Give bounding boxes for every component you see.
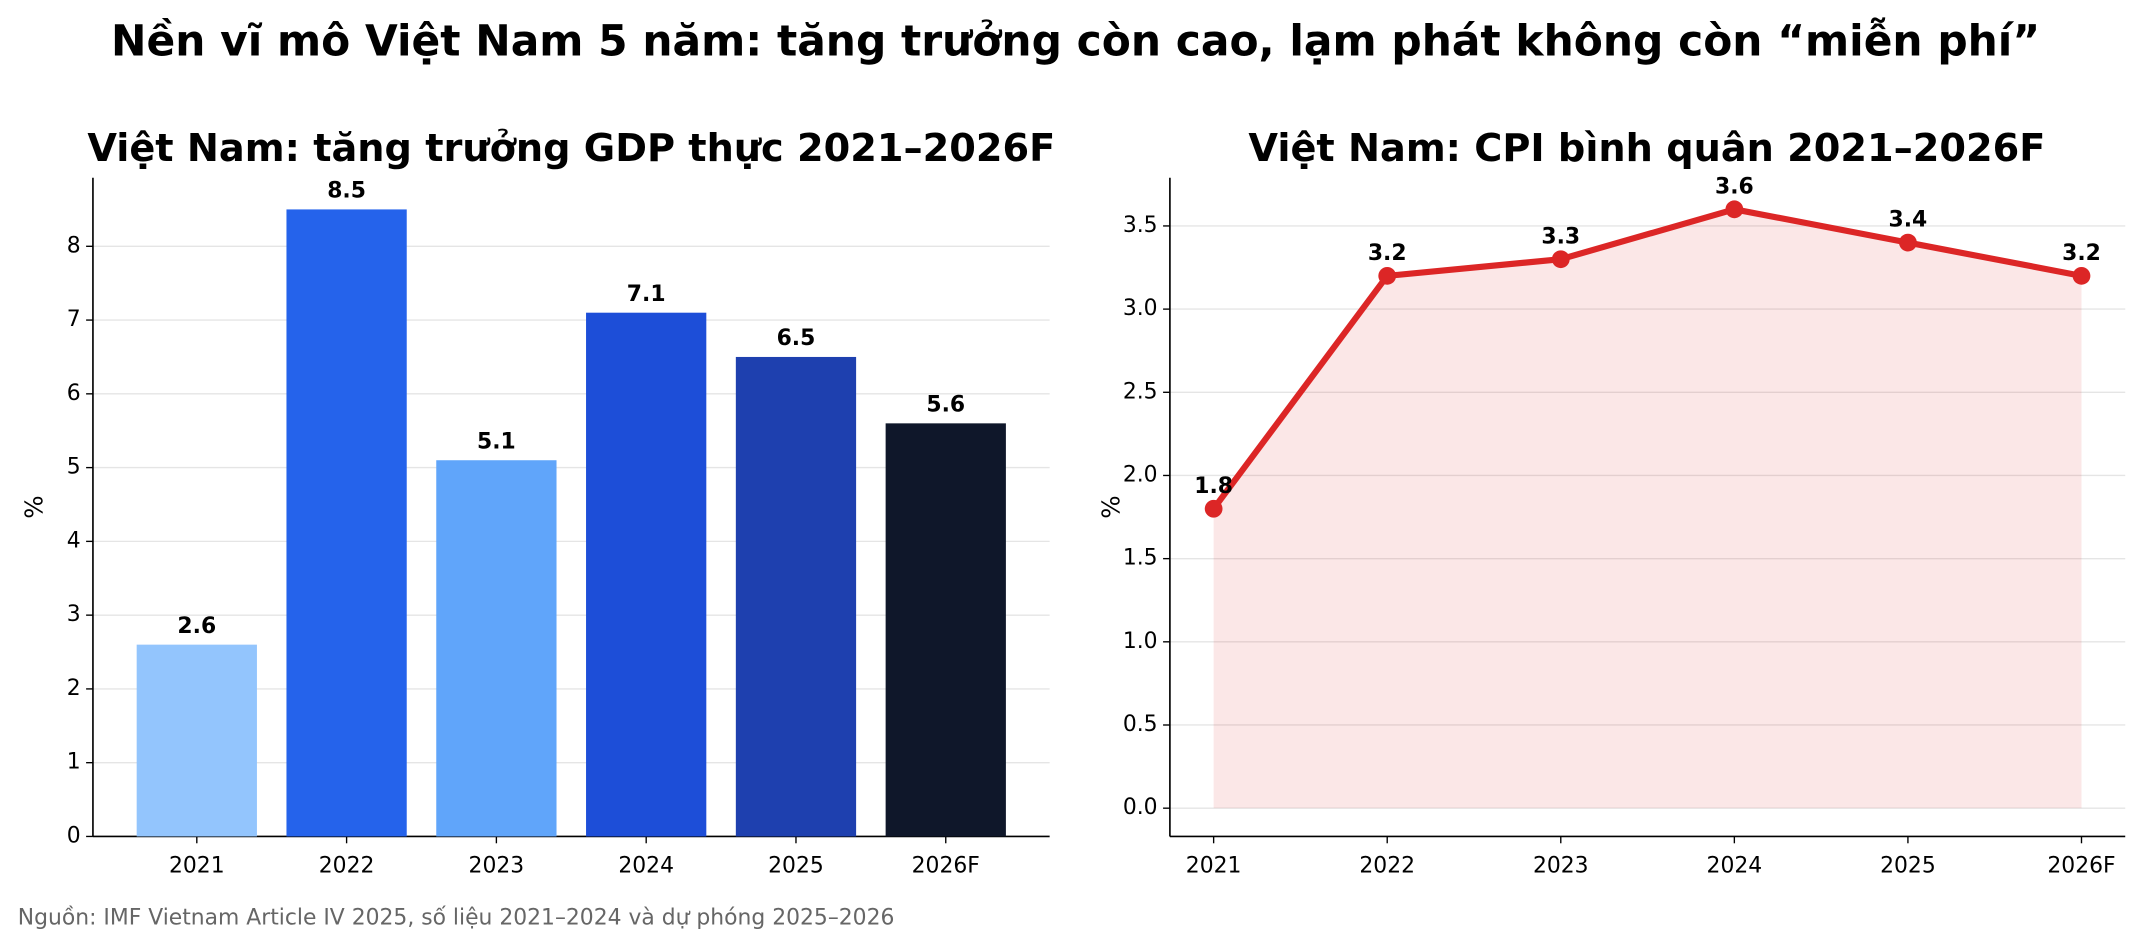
bar xyxy=(885,423,1006,837)
x-tick-label: 2021 xyxy=(169,854,225,879)
y-tick-label: 3.0 xyxy=(1123,296,1158,321)
x-tick-label: 2026F xyxy=(2047,854,2115,879)
source-note: Nguồn: IMF Vietnam Article IV 2025, số l… xyxy=(18,905,895,930)
y-tick-label: 6 xyxy=(67,381,81,406)
value-label: 3.2 xyxy=(1368,241,1407,266)
point xyxy=(2072,266,2091,285)
bar xyxy=(286,209,407,837)
y-tick-label: 2.0 xyxy=(1123,462,1158,487)
x-tick-label: 2025 xyxy=(1880,854,1936,879)
y-tick-label: 1.5 xyxy=(1123,546,1158,571)
y-tick-label: 3 xyxy=(67,602,81,627)
value-label: 3.3 xyxy=(1541,224,1580,249)
x-tick-label: 2021 xyxy=(1186,854,1242,879)
figure-title: Nền vĩ mô Việt Nam 5 năm: tăng trưởng cò… xyxy=(111,16,2040,65)
x-tick-label: 2023 xyxy=(469,854,525,879)
x-tick-label: 2024 xyxy=(618,854,674,879)
y-tick-label: 2 xyxy=(67,676,81,701)
y-axis-label: % xyxy=(20,495,49,518)
x-tick-label: 2022 xyxy=(1359,854,1415,879)
bar xyxy=(735,356,857,837)
x-tick-label: 2025 xyxy=(768,854,824,879)
value-label: 3.6 xyxy=(1715,174,1754,199)
y-tick-label: 8 xyxy=(67,233,81,258)
x-tick-label: 2023 xyxy=(1533,854,1589,879)
point xyxy=(1204,499,1223,518)
point xyxy=(1725,200,1744,219)
value-label: 1.8 xyxy=(1194,474,1233,499)
value-label: 5.6 xyxy=(926,393,965,418)
y-axis-label: % xyxy=(1097,495,1126,518)
value-label: 3.4 xyxy=(1889,208,1928,233)
chart-title: Việt Nam: CPI bình quân 2021–2026F xyxy=(1248,126,2045,171)
value-label: 7.1 xyxy=(627,282,666,307)
bar xyxy=(586,312,707,837)
value-label: 5.1 xyxy=(477,429,516,454)
y-tick-label: 0 xyxy=(67,823,81,848)
value-label: 3.2 xyxy=(2062,241,2101,266)
value-label: 6.5 xyxy=(777,326,816,351)
x-tick-label: 2024 xyxy=(1707,854,1763,879)
value-label: 2.6 xyxy=(177,614,216,639)
point xyxy=(1899,233,1917,252)
y-tick-label: 1 xyxy=(67,750,81,775)
point xyxy=(1551,250,1570,269)
point xyxy=(1378,266,1397,285)
y-tick-label: 3.5 xyxy=(1123,213,1158,238)
line xyxy=(1211,206,2083,511)
x-tick-label: 2026F xyxy=(912,854,980,879)
y-tick-label: 5 xyxy=(67,455,81,480)
y-tick-label: 0.5 xyxy=(1123,712,1158,737)
y-tick-label: 1.0 xyxy=(1123,629,1158,654)
value-label: 8.5 xyxy=(327,179,366,204)
x-tick-label: 2022 xyxy=(319,854,375,879)
chart-title: Việt Nam: tăng trưởng GDP thực 2021–2026… xyxy=(87,126,1055,171)
y-tick-label: 4 xyxy=(67,528,81,553)
bar xyxy=(136,644,257,837)
area xyxy=(1213,209,2082,809)
y-tick-label: 7 xyxy=(67,307,81,332)
bar xyxy=(436,460,557,837)
y-tick-label: 0.0 xyxy=(1123,795,1158,820)
y-tick-label: 2.5 xyxy=(1123,379,1158,404)
